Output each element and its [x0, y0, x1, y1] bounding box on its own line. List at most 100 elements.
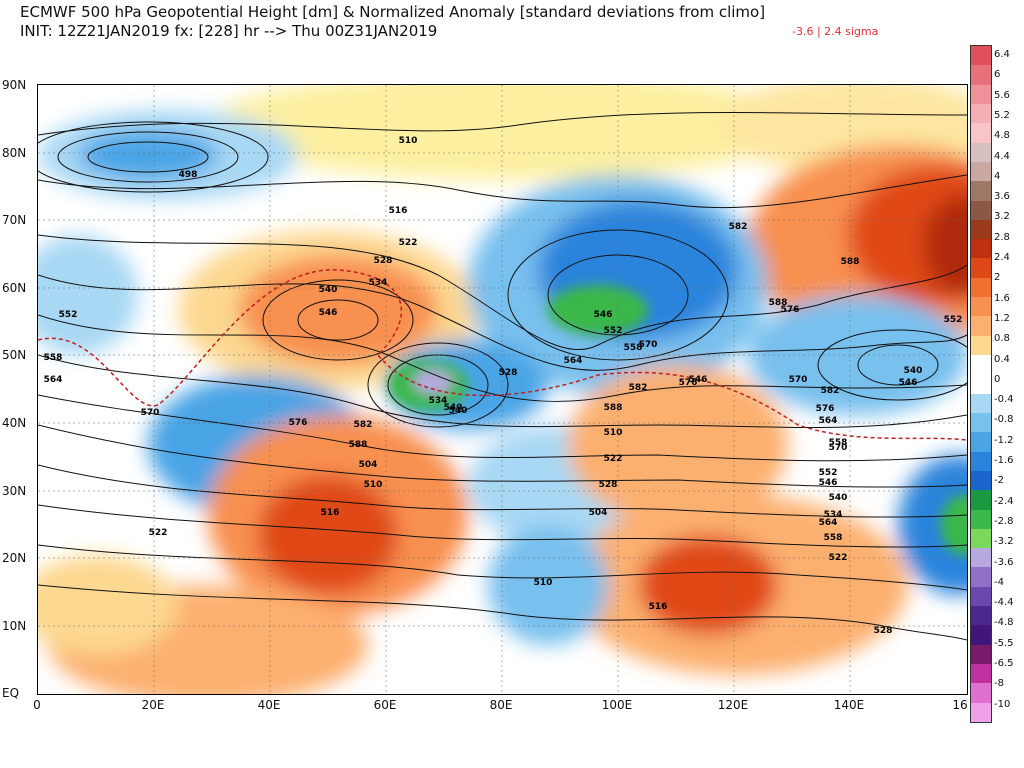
colorbar-label: 2.4	[994, 252, 1010, 263]
contour-label: 582	[354, 420, 373, 430]
colorbar-label: 2	[994, 272, 1001, 284]
colorbar-label: 6.4	[994, 49, 1010, 60]
contour-label: 504	[589, 508, 608, 518]
colorbar-cell	[971, 239, 991, 259]
colorbar-cell	[971, 548, 991, 568]
contour-label: 570	[639, 340, 658, 350]
colorbar-label: 3.2	[994, 211, 1010, 223]
colorbar-label: -4.4	[994, 597, 1014, 609]
contour-label: 552	[604, 326, 623, 336]
contour-label: 576	[289, 418, 308, 428]
colorbar-label: -10	[994, 698, 1011, 710]
colorbar-label: 5.2	[994, 109, 1010, 121]
contour-label: 528	[374, 256, 393, 266]
lat-label: 30N	[2, 483, 27, 498]
lat-label: 50N	[2, 348, 27, 363]
colorbar-cell	[971, 490, 991, 510]
colorbar-cell	[971, 335, 991, 355]
contour-label: 534	[824, 510, 843, 520]
colorbar-label: 6	[994, 69, 1001, 81]
anomaly-range-readout: -3.6 | 2.4 sigma	[792, 25, 879, 38]
contour-label: 534	[369, 278, 388, 288]
lat-label: EQ	[2, 686, 20, 701]
colorbar-cell	[971, 123, 991, 143]
contour-label: 528	[874, 626, 893, 636]
contour-label: 540	[829, 493, 848, 503]
contour-label: 510	[604, 428, 623, 438]
colorbar-cell	[971, 644, 991, 664]
colorbar-cell	[971, 432, 991, 452]
colorbar-label: 3.6	[994, 191, 1010, 203]
colorbar-cell	[971, 297, 991, 317]
colorbar-cell	[971, 470, 991, 491]
contour-label: 582	[729, 222, 748, 232]
init-forecast-line: INIT: 12Z21JAN2019 fx: [228] hr --> Thu …	[20, 22, 438, 40]
colorbar-label: -4.8	[994, 617, 1014, 629]
contour-label: 522	[399, 238, 418, 248]
contour-label: 552	[59, 310, 78, 320]
colorbar-label: 4	[994, 170, 1001, 182]
contour-label: 564	[819, 416, 838, 426]
colorbar-label: -2.4	[994, 495, 1014, 507]
colorbar-label: -1.6	[994, 455, 1014, 466]
colorbar-cell	[971, 200, 991, 220]
lat-label: 90N	[2, 78, 27, 92]
contour-label: 528	[599, 480, 618, 490]
colorbar-label: -3.2	[994, 536, 1014, 548]
contour-label: 510	[534, 578, 553, 588]
contour-label: 522	[604, 454, 623, 464]
contour-label: 564	[44, 375, 63, 385]
colorbar-cell	[971, 46, 991, 66]
colorbar-cell	[971, 606, 991, 626]
colorbar-cell	[971, 258, 991, 278]
contour-label: 552	[819, 468, 838, 478]
contour-label: 570	[141, 408, 160, 418]
colorbar-cell	[971, 567, 991, 587]
contour-label: 588	[841, 257, 860, 267]
contour-label: 540	[449, 406, 468, 416]
colorbar-label: 4.8	[994, 130, 1010, 142]
colorbar-cell	[971, 393, 991, 413]
lat-label: 80N	[2, 145, 27, 160]
colorbar-cell	[971, 103, 991, 124]
colorbar-label: -8	[994, 678, 1004, 690]
colorbar-label: -0.8	[994, 414, 1014, 426]
colorbar-label: -1.2	[994, 434, 1014, 446]
contour-label: 522	[149, 528, 168, 538]
contour-label: 534	[429, 396, 448, 406]
contour-label: 540	[904, 366, 923, 376]
colorbar-label: 1.6	[994, 292, 1010, 304]
contour-label: 558	[829, 438, 848, 448]
colorbar-label: 5.6	[994, 89, 1010, 101]
colorbar-cell	[971, 219, 991, 240]
contour-label: 588	[769, 298, 788, 308]
colorbar-label: 0.8	[994, 333, 1010, 345]
contour-label: 576	[816, 404, 835, 414]
contour-label: 546	[594, 310, 613, 320]
contour-label: 588	[349, 440, 368, 450]
lon-label: 16	[952, 698, 968, 712]
colorbar-label: -6.5	[994, 658, 1014, 669]
lat-label: 10N	[2, 618, 27, 633]
lat-label: 20N	[2, 551, 27, 566]
height-contours	[38, 112, 967, 641]
contour-label: 570	[789, 375, 808, 385]
colorbar-cell	[971, 277, 991, 298]
contour-label: 546	[689, 375, 708, 385]
colorbar-cell	[971, 355, 991, 375]
contour-label: 558	[824, 533, 843, 543]
anomaly-colorbar	[970, 45, 992, 723]
colorbar-cell	[971, 181, 991, 201]
lon-label: 100E	[601, 698, 633, 712]
lon-label: 20E	[141, 698, 165, 712]
contour-label: 504	[359, 460, 378, 470]
colorbar-cell	[971, 702, 991, 722]
lat-label: 60N	[2, 280, 27, 295]
contour-label: 510	[364, 480, 383, 490]
contour-label: 540	[444, 403, 463, 413]
lon-label: 0	[33, 698, 41, 712]
lon-label: 80E	[489, 698, 513, 712]
contour-label: 582	[821, 386, 840, 396]
colorbar-cell	[971, 683, 991, 703]
